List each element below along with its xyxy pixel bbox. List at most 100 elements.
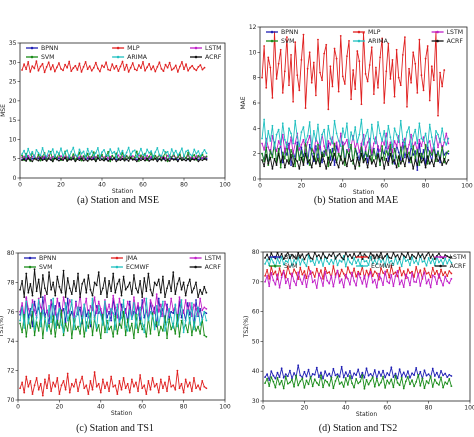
data-point xyxy=(99,159,101,162)
data-point xyxy=(426,45,429,47)
data-point xyxy=(31,157,34,160)
data-point xyxy=(301,273,304,276)
data-point xyxy=(402,270,405,272)
data-point xyxy=(157,278,160,281)
data-point xyxy=(351,257,353,260)
data-point xyxy=(334,276,337,278)
data-point xyxy=(205,158,208,161)
data-point xyxy=(66,330,69,332)
data-point xyxy=(128,300,131,303)
data-point xyxy=(379,164,381,166)
x-tick-label: 60 xyxy=(383,405,391,412)
data-point xyxy=(359,376,362,379)
data-point xyxy=(305,254,308,257)
data-point xyxy=(430,65,433,68)
data-point xyxy=(351,271,353,274)
data-point xyxy=(380,267,382,269)
data-point xyxy=(111,158,114,161)
data-point xyxy=(93,318,96,321)
data-point xyxy=(110,290,113,293)
data-point xyxy=(381,140,384,142)
data-point xyxy=(294,119,297,122)
data-point xyxy=(82,66,85,68)
data-point xyxy=(47,157,50,160)
data-point xyxy=(340,268,343,271)
data-point xyxy=(195,157,198,160)
data-point xyxy=(81,375,84,378)
data-point xyxy=(122,377,125,379)
data-point xyxy=(172,67,175,70)
data-point xyxy=(397,151,400,154)
data-point xyxy=(39,157,42,159)
data-point xyxy=(303,370,306,373)
data-point xyxy=(205,335,208,338)
data-point xyxy=(314,145,317,147)
data-point xyxy=(191,158,194,161)
data-point xyxy=(323,155,326,158)
data-point xyxy=(437,150,439,153)
data-point xyxy=(289,272,291,275)
data-point xyxy=(143,297,146,300)
data-point xyxy=(166,307,168,310)
data-point xyxy=(349,261,351,264)
data-point xyxy=(438,384,440,386)
data-point xyxy=(360,152,363,155)
data-point xyxy=(203,285,206,288)
data-point xyxy=(342,254,345,257)
data-point xyxy=(146,159,149,162)
data-point xyxy=(366,166,369,169)
data-point xyxy=(290,53,292,56)
data-point xyxy=(278,286,281,289)
data-point xyxy=(77,306,79,309)
data-point xyxy=(199,64,202,66)
data-point xyxy=(392,263,395,266)
data-point xyxy=(366,141,369,144)
data-point xyxy=(27,322,30,325)
data-point xyxy=(341,75,344,78)
data-point xyxy=(321,154,323,156)
data-point xyxy=(334,257,337,260)
legend-label: LSTM xyxy=(205,45,222,52)
data-point xyxy=(324,256,326,258)
data-point xyxy=(35,316,38,319)
data-point xyxy=(404,165,406,168)
data-point xyxy=(380,252,382,254)
data-point xyxy=(179,65,181,68)
data-point xyxy=(312,155,315,158)
data-point xyxy=(326,272,329,275)
data-point xyxy=(56,377,59,379)
data-point xyxy=(432,147,435,150)
data-point xyxy=(99,307,102,310)
data-point xyxy=(31,294,34,297)
data-point xyxy=(174,293,177,296)
data-point xyxy=(131,158,134,161)
data-point xyxy=(70,70,73,73)
data-point xyxy=(64,321,67,323)
data-point xyxy=(389,152,392,155)
data-point xyxy=(195,281,197,284)
data-point xyxy=(72,328,75,331)
data-point xyxy=(402,286,405,289)
data-point xyxy=(399,119,402,122)
data-point xyxy=(21,154,23,157)
series-markers-mlp xyxy=(21,60,206,74)
data-point xyxy=(330,274,333,277)
legend-label: ARIMA xyxy=(127,54,148,61)
data-point xyxy=(133,337,135,340)
data-point xyxy=(172,327,175,329)
data-point xyxy=(321,133,323,136)
data-point xyxy=(349,253,351,256)
data-point xyxy=(331,159,334,161)
data-point xyxy=(380,381,382,384)
data-point xyxy=(427,271,430,274)
data-point xyxy=(388,282,391,285)
data-point xyxy=(62,331,65,334)
data-point xyxy=(308,164,311,166)
data-point xyxy=(80,155,83,158)
data-point xyxy=(201,379,204,382)
data-point xyxy=(427,252,430,254)
data-point xyxy=(29,153,32,156)
data-point xyxy=(397,76,400,79)
data-point xyxy=(450,256,453,258)
data-point xyxy=(141,328,144,331)
